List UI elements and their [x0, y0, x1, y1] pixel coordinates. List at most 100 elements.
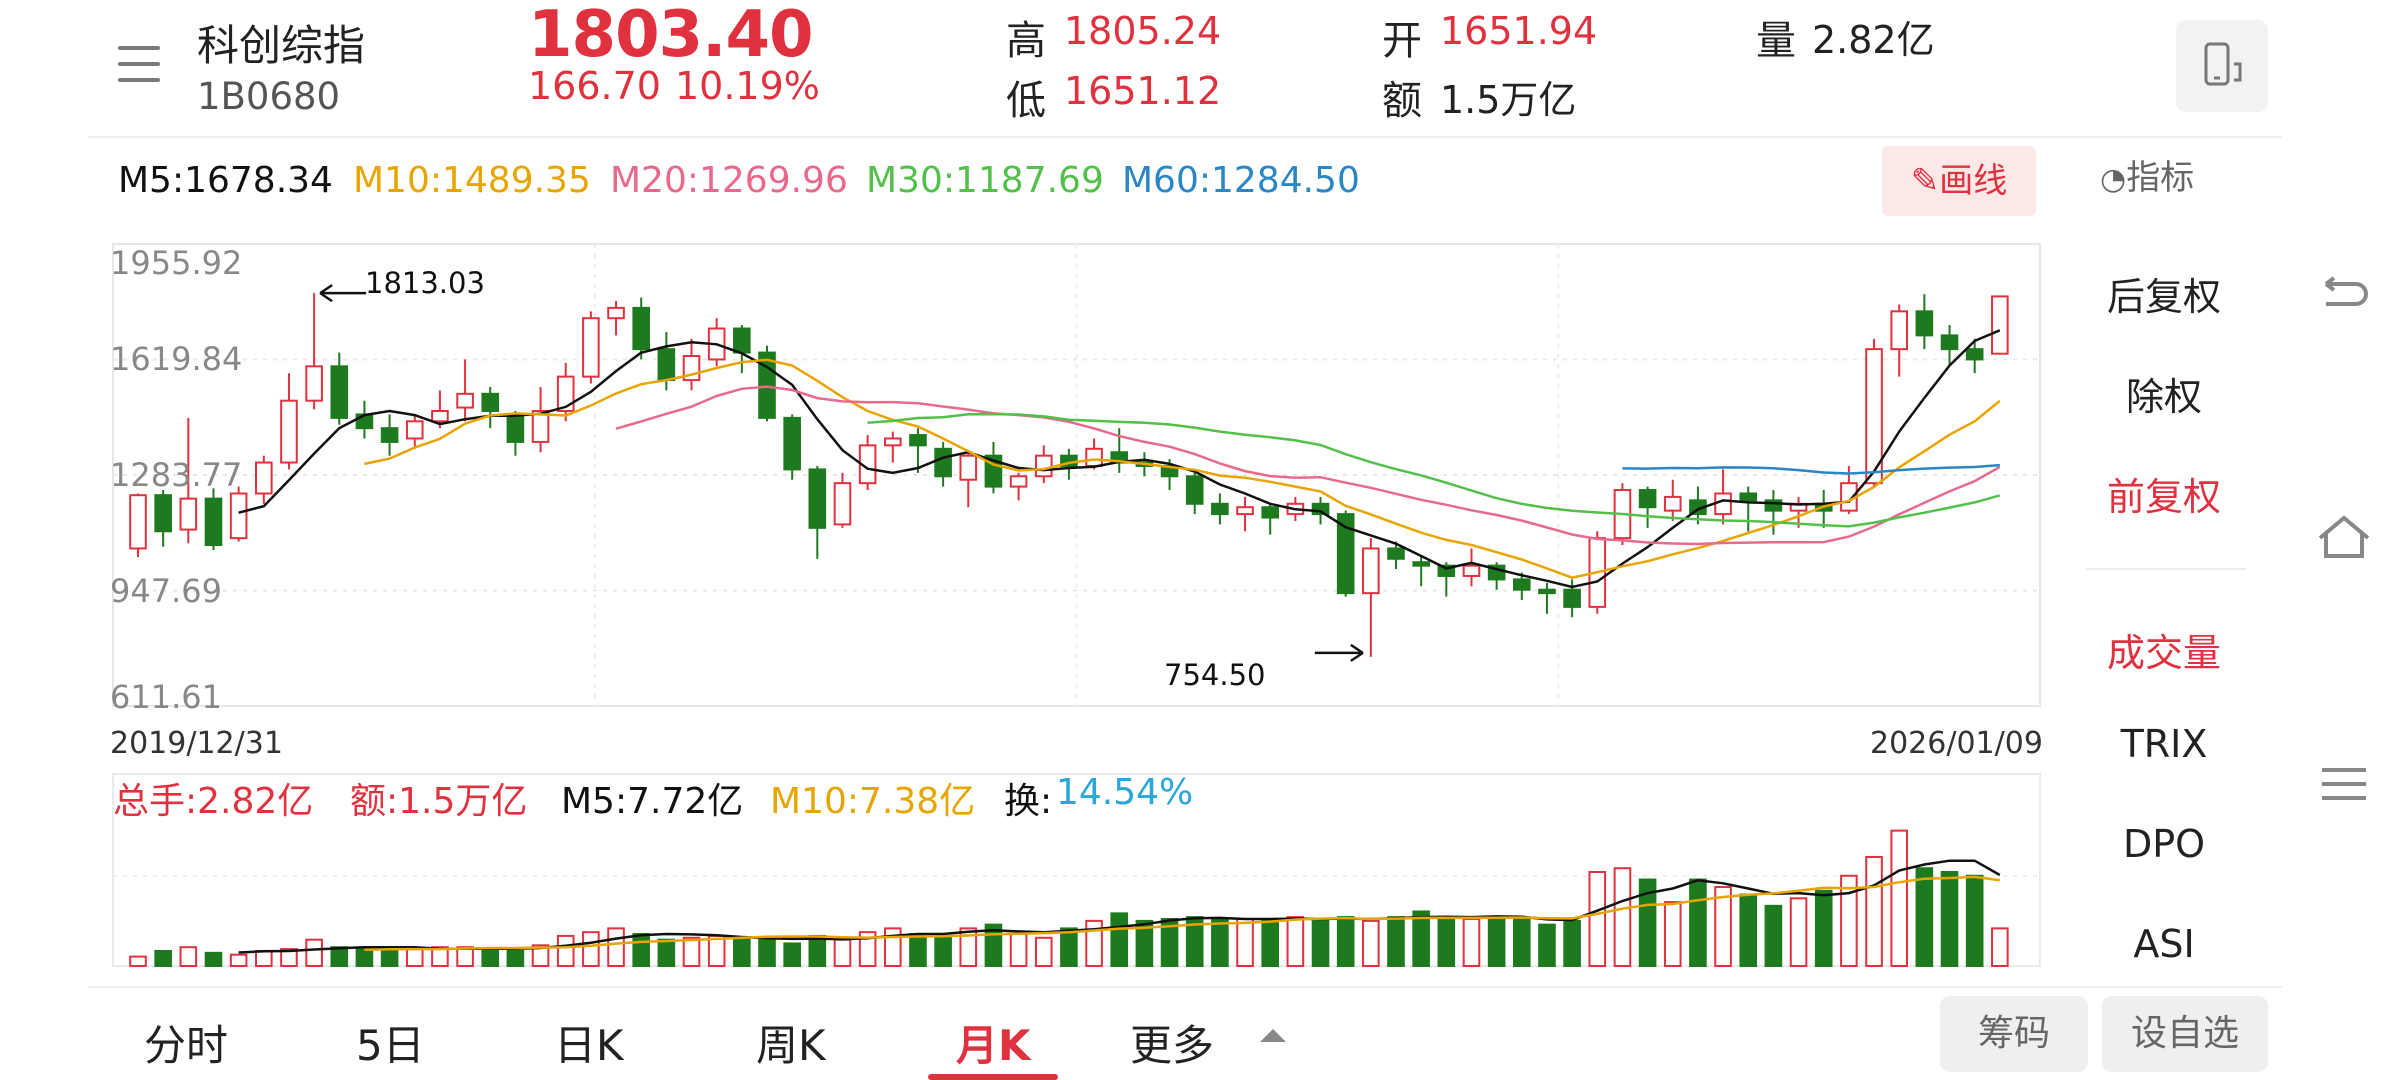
- volume-bar: [431, 946, 449, 968]
- volume-bar: [1865, 855, 1883, 968]
- candle-body: [1009, 475, 1028, 488]
- candle-body: [179, 497, 198, 531]
- volume-bar: [1890, 829, 1908, 968]
- adjustment-indicator-panel: 后复权 除权 前复权 成交量 TRIX DPO ASI: [2064, 216, 2264, 976]
- last-price: 1803.40: [528, 0, 813, 72]
- volume-bar: [632, 933, 650, 967]
- volume-bar: [1487, 916, 1506, 967]
- stock-code: 1B0680: [197, 75, 341, 118]
- candle-body: [1915, 310, 1934, 337]
- menu-icon[interactable]: [118, 40, 168, 92]
- volume-bar: [1034, 936, 1053, 967]
- volume-bar: [1538, 923, 1556, 968]
- active-tab-indicator: [928, 1074, 1058, 1080]
- volume-bar: [1714, 886, 1732, 967]
- max-annotation-arrow: [319, 284, 367, 303]
- candle-body: [255, 461, 273, 495]
- caret-up-icon[interactable]: [1258, 1026, 1288, 1046]
- volume-bar: [1663, 901, 1682, 968]
- amount-stat: 额:1.5万亿: [350, 781, 528, 822]
- volume-bar: [884, 927, 902, 968]
- amount-label: 额: [1382, 78, 1422, 124]
- candle-body: [1663, 495, 1682, 512]
- candle-body: [1890, 310, 1908, 351]
- min-annotation-arrow: [1314, 643, 1364, 662]
- chip-distribution-button[interactable]: 筹码: [1940, 996, 2088, 1072]
- orientation-toggle-button[interactable]: [2176, 20, 2268, 112]
- volume-bar: [707, 934, 726, 967]
- volume-label: 量: [1756, 18, 1796, 64]
- back-icon[interactable]: [2314, 270, 2374, 330]
- low-label: 低: [1006, 78, 1046, 124]
- volume-bar: [1613, 867, 1632, 967]
- volume-bar: [758, 938, 776, 967]
- volume-bar: [355, 948, 374, 968]
- tab-intraday[interactable]: 分时: [144, 1021, 229, 1070]
- volume-bar: [556, 934, 575, 967]
- home-icon[interactable]: [2314, 508, 2374, 568]
- turnover-value: 14.54%: [1056, 772, 1194, 813]
- candle-body: [833, 482, 852, 526]
- candle-body: [1387, 547, 1405, 560]
- dpo-indicator-option[interactable]: DPO: [2122, 822, 2206, 866]
- price-change: 166.70: [528, 64, 661, 108]
- trix-indicator-option[interactable]: TRIX: [2120, 722, 2208, 766]
- candle-body: [934, 447, 952, 478]
- tab-5day[interactable]: 5日: [356, 1021, 425, 1070]
- pre-adjusted-option[interactable]: 前复权: [2106, 475, 2221, 519]
- volume-bar: [154, 949, 172, 968]
- candle-body: [733, 327, 751, 354]
- post-adjusted-option[interactable]: 后复权: [2106, 275, 2221, 319]
- volume-bar: [682, 936, 701, 967]
- tab-monthly-k[interactable]: 月K: [956, 1021, 1031, 1070]
- volume-value: 2.82亿: [1812, 18, 1935, 62]
- volume-bar: [1462, 918, 1481, 967]
- volume-bar: [506, 949, 525, 968]
- candle-body: [229, 492, 248, 540]
- volume-bar: [129, 955, 147, 967]
- volume-bar: [607, 927, 625, 968]
- volume-bar: [1135, 919, 1154, 968]
- candle-body: [1261, 506, 1279, 519]
- tab-more[interactable]: 更多: [1130, 1021, 1215, 1070]
- candle-body: [1034, 454, 1053, 478]
- candle-body: [758, 351, 776, 419]
- add-watchlist-button[interactable]: 设自选: [2102, 996, 2268, 1072]
- kline-chart[interactable]: [0, 0, 2100, 1000]
- candle-body: [1991, 295, 2009, 355]
- ex-rights-option[interactable]: 除权: [2125, 375, 2202, 419]
- tab-daily-k[interactable]: 日K: [554, 1021, 624, 1070]
- candle-body: [556, 375, 575, 412]
- asi-indicator-option[interactable]: ASI: [2133, 922, 2195, 966]
- ma60-line: [1622, 463, 2000, 475]
- candle-body: [808, 468, 827, 529]
- candle-body: [405, 420, 424, 440]
- volume-bar: [1638, 878, 1657, 968]
- recent-apps-icon[interactable]: [2314, 754, 2374, 814]
- volume-bar: [405, 948, 424, 968]
- volume-bar: [330, 946, 349, 968]
- volume-indicator-option[interactable]: 成交量: [2106, 631, 2221, 675]
- open-value: 1651.94: [1440, 9, 1598, 53]
- volume-bar: [280, 948, 298, 968]
- candle-body: [959, 454, 978, 481]
- volume-bar: [1236, 918, 1254, 967]
- volume-bar: [179, 946, 198, 968]
- candle-body: [204, 497, 223, 547]
- candle-body: [355, 413, 374, 430]
- volume-bar: [1261, 919, 1279, 968]
- start-date-label: 2019/12/31: [110, 726, 283, 761]
- candle-body: [154, 494, 172, 533]
- volume-bar: [783, 942, 801, 968]
- volume-bar: [1437, 916, 1456, 967]
- volume-bar: [1085, 919, 1103, 968]
- volume-bar: [1311, 918, 1330, 967]
- volume-bar: [1739, 893, 1758, 967]
- candle-body: [909, 434, 927, 447]
- indicator-settings-link[interactable]: ◔指标: [2100, 158, 2195, 198]
- draw-line-button[interactable]: ✎画线: [1882, 146, 2036, 216]
- stock-name: 科创综指: [197, 21, 366, 70]
- tab-weekly-k[interactable]: 周K: [756, 1021, 826, 1070]
- ma30-line: [867, 412, 2001, 528]
- candle-body: [1437, 564, 1456, 577]
